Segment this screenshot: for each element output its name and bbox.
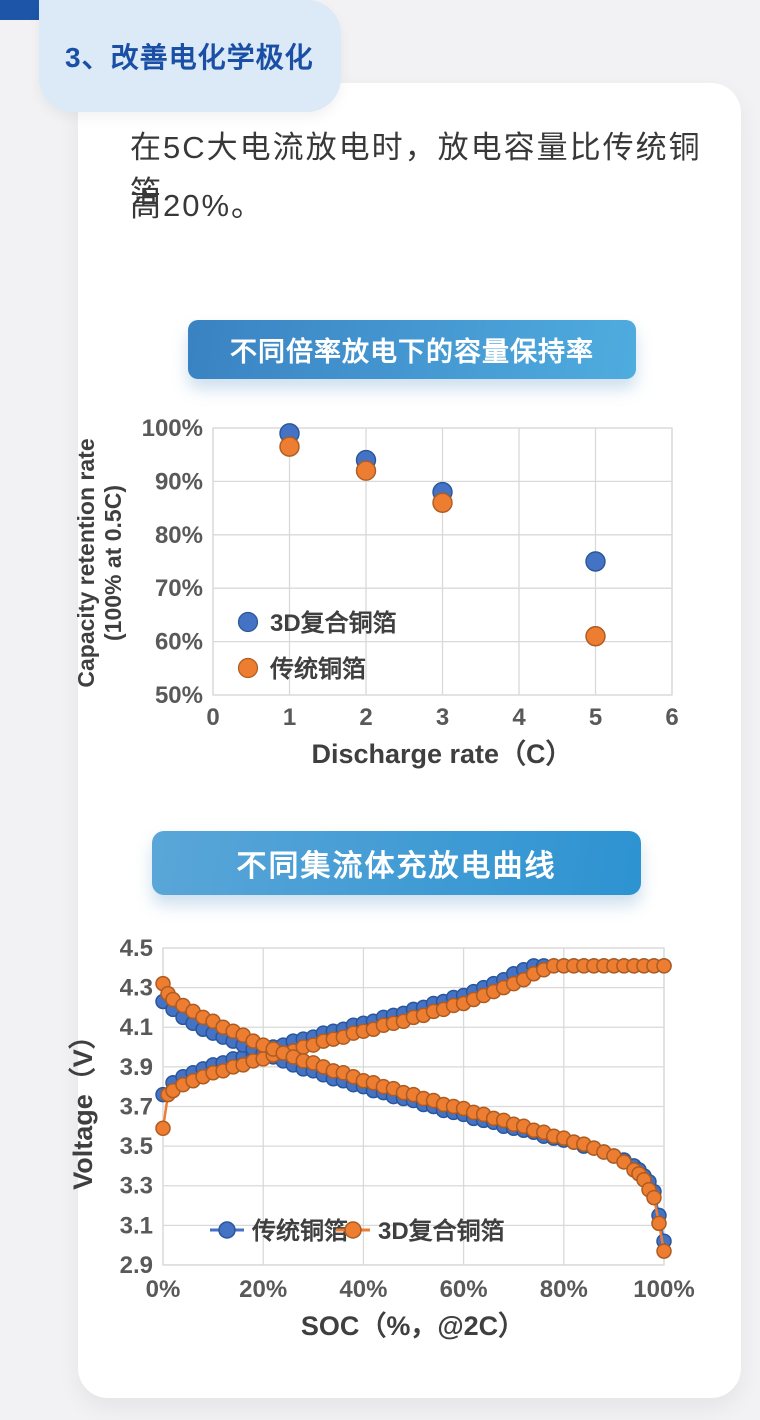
y-tick-label: 4.1 — [120, 1014, 153, 1041]
chart1-banner: 不同倍率放电下的容量保持率 — [188, 320, 636, 379]
x-tick-label: 1 — [283, 704, 296, 731]
legend-label: 3D复合铜箔 — [378, 1217, 505, 1245]
legend-marker — [344, 1221, 362, 1239]
y-tick-label: 3.1 — [120, 1212, 153, 1239]
y-tick-label: 4.3 — [120, 975, 153, 1002]
y-tick-label: 80% — [155, 522, 203, 549]
legend-marker — [237, 657, 259, 679]
data-point — [355, 460, 377, 481]
x-tick-label: 3 — [436, 704, 449, 731]
x-tick-label: 5 — [589, 704, 602, 731]
y-tick-label: 3.9 — [120, 1054, 153, 1081]
x-tick-label: 20% — [239, 1276, 287, 1303]
section-title: 3、改善电化学极化 — [65, 42, 314, 73]
data-point — [651, 1215, 667, 1232]
data-point — [432, 492, 453, 513]
plot-border — [162, 947, 665, 1266]
x-tick-label: 40% — [339, 1276, 387, 1303]
data-point — [585, 626, 606, 647]
x-tick-label: 0% — [146, 1276, 181, 1303]
chart1-banner-title: 不同倍率放电下的容量保持率 — [230, 337, 594, 367]
chart2-banner: 不同集流体充放电曲线 — [152, 831, 641, 895]
chart2-banner-title: 不同集流体充放电曲线 — [236, 850, 557, 883]
x-tick-label: 60% — [440, 1276, 488, 1303]
y-tick-label: 90% — [155, 468, 203, 495]
body-line-1: 在5C大电流放电时，放电容量比传统铜箔 — [130, 130, 702, 210]
y-tick-label: 4.5 — [120, 935, 153, 962]
legend-label: 3D复合铜箔 — [270, 609, 397, 637]
data-point — [646, 1189, 662, 1206]
legend-label: 传统铜箔 — [251, 1217, 348, 1245]
x-axis-label: Discharge rate（C） — [311, 739, 572, 769]
capacity-retention-chart: 50% 60% 70% 80% 90% 100% 0 1 2 3 4 5 6 Capacity reten… — [73, 415, 679, 769]
data-point — [279, 436, 300, 457]
plot-border — [212, 427, 673, 696]
y-tick-label: 70% — [155, 575, 203, 602]
legend-marker — [218, 1221, 236, 1239]
data-point — [656, 958, 672, 974]
x-tick-label: 80% — [540, 1276, 588, 1303]
x-tick-label: 4 — [512, 704, 526, 731]
x-axis-label: SOC（%，@2C） — [301, 1311, 525, 1341]
data-point — [656, 1243, 672, 1259]
section-header-pill: 3、改善电化学极化 — [39, 0, 341, 112]
x-tick-label: 6 — [665, 704, 678, 731]
legend-marker — [237, 611, 259, 633]
charge-discharge-chart: 2.9 3.1 3.3 3.5 3.7 3.9 4.1 4.3 4.5 0% 20% 40% 60% 80… — [68, 935, 695, 1341]
y-tick-label: 60% — [155, 629, 203, 656]
y-tick-label: 50% — [155, 682, 203, 709]
y-axis-label: Voltage（V） — [68, 1022, 98, 1190]
data-point — [155, 1120, 171, 1137]
x-tick-label: 2 — [359, 704, 372, 731]
y-tick-label: 100% — [142, 415, 203, 442]
x-tick-label: 100% — [633, 1276, 694, 1303]
y-tick-label: 3.3 — [120, 1173, 153, 1200]
body-line-2: 高20%。 — [130, 188, 265, 223]
y-tick-label: 2.9 — [120, 1252, 153, 1279]
y-tick-label: 3.5 — [120, 1133, 153, 1160]
content-card — [78, 83, 741, 1398]
x-tick-label: 0 — [206, 704, 219, 731]
y-tick-label: 3.7 — [120, 1093, 153, 1120]
legend-label: 传统铜箔 — [269, 655, 366, 683]
data-point — [616, 1154, 632, 1170]
y-axis-label: Capacity retention rate(100% at 0.5C) — [73, 438, 126, 687]
data-point — [585, 551, 606, 572]
